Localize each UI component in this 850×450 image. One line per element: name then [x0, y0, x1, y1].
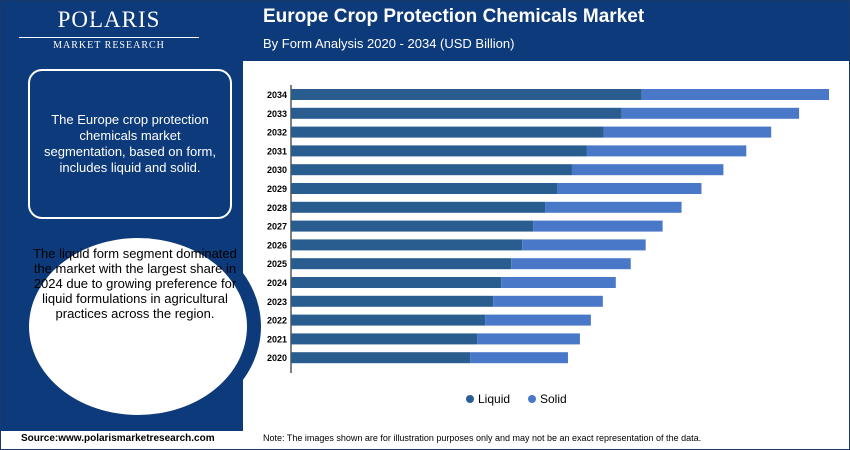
y-tick-label: 2027 — [267, 222, 287, 232]
legend-swatch-solid — [528, 395, 536, 403]
bar-liquid-2020 — [291, 352, 471, 364]
y-tick-label: 2032 — [267, 128, 287, 138]
bar-liquid-2022 — [291, 314, 486, 326]
bar-liquid-2030 — [291, 164, 572, 176]
bar-solid-2031 — [586, 145, 747, 157]
bar-solid-2034 — [641, 89, 829, 100]
y-tick-label: 2025 — [267, 259, 287, 269]
polaris-logo: POLARIS MARKET RESEARCH — [19, 7, 199, 55]
bar-solid-2020 — [470, 352, 568, 364]
y-tick-label: 2028 — [267, 203, 287, 213]
bar-solid-2033 — [621, 107, 800, 119]
chart-title: Europe Crop Protection Chemicals Market — [263, 6, 645, 27]
y-tick-label: 2023 — [267, 297, 287, 307]
bar-solid-2028 — [545, 201, 682, 213]
bar-solid-2026 — [522, 239, 646, 251]
bar-solid-2023 — [493, 295, 603, 307]
y-tick-label: 2024 — [267, 278, 287, 288]
y-tick-label: 2033 — [267, 109, 287, 119]
bar-liquid-2021 — [291, 333, 478, 345]
bar-liquid-2025 — [291, 258, 512, 270]
segmentation-info-text: The Europe crop protection chemicals mar… — [44, 112, 216, 175]
y-tick-label: 2021 — [267, 334, 287, 344]
y-tick-label: 2026 — [267, 240, 287, 250]
disclaimer-note: Note: The images shown are for illustrat… — [263, 433, 702, 443]
y-tick-label: 2031 — [267, 146, 287, 156]
legend-swatch-liquid — [466, 395, 474, 403]
bar-liquid-2023 — [291, 295, 494, 307]
y-tick-label: 2020 — [267, 353, 287, 363]
bar-solid-2030 — [571, 164, 724, 176]
y-tick-label: 2029 — [267, 184, 287, 194]
bar-solid-2025 — [511, 258, 631, 270]
bar-liquid-2032 — [291, 126, 604, 138]
segmentation-info-box: The Europe crop protection chemicals mar… — [28, 69, 232, 219]
bar-solid-2029 — [557, 183, 702, 194]
bar-liquid-2024 — [291, 277, 502, 288]
highlight-circle-text: The liquid form segment dominated the ma… — [33, 246, 237, 321]
y-tick-label: 2030 — [267, 165, 287, 175]
legend-label-liquid: Liquid — [478, 392, 510, 406]
bar-liquid-2029 — [291, 183, 558, 194]
bar-solid-2032 — [603, 126, 772, 138]
bar-liquid-2026 — [291, 239, 523, 251]
source-footer: Source:www.polarismarketresearch.com — [21, 433, 215, 444]
bar-solid-2024 — [501, 277, 616, 288]
compass-star-icon — [90, 14, 102, 26]
bar-liquid-2031 — [291, 145, 587, 157]
bar-liquid-2028 — [291, 201, 546, 213]
bar-solid-2021 — [477, 333, 580, 345]
brand-subtitle: MARKET RESEARCH — [19, 37, 199, 51]
bar-liquid-2034 — [291, 89, 642, 100]
legend-label-solid: Solid — [540, 392, 567, 406]
y-tick-label: 2022 — [267, 316, 287, 326]
chart-subtitle: By Form Analysis 2020 - 2034 (USD Billio… — [263, 36, 515, 51]
bar-solid-2022 — [485, 314, 591, 326]
stacked-bar-chart: 2034 2033 2032 2031 2030 2029 2028 2027 2026 2025… — [267, 85, 829, 406]
bar-liquid-2027 — [291, 220, 534, 232]
y-tick-label: 2034 — [267, 90, 287, 100]
brand-name: POLARIS — [57, 7, 161, 32]
bar-solid-2027 — [533, 220, 663, 232]
bar-liquid-2033 — [291, 107, 622, 119]
